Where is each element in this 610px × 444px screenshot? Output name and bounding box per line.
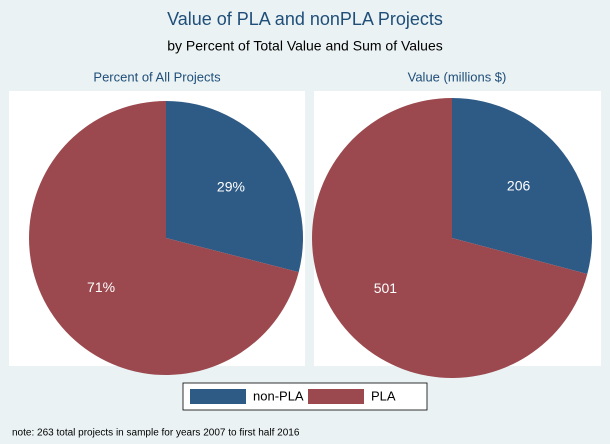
note: note: 263 total projects in sample for y… bbox=[12, 428, 300, 439]
legend-swatch bbox=[190, 389, 246, 404]
legend-label: PLA bbox=[371, 388, 396, 403]
legend-label: non-PLA bbox=[253, 388, 304, 403]
legend-swatch bbox=[308, 389, 364, 404]
chart-title: Value of PLA and nonPLA Projects bbox=[167, 9, 443, 29]
data-label: 501 bbox=[374, 280, 398, 296]
data-label: 29% bbox=[217, 178, 245, 194]
panel-title: Value (millions $) bbox=[408, 69, 507, 84]
pie-slice bbox=[29, 100, 299, 375]
panel-title: Percent of All Projects bbox=[93, 69, 221, 84]
chart-subtitle: by Percent of Total Value and Sum of Val… bbox=[167, 38, 443, 54]
data-label: 71% bbox=[87, 279, 115, 295]
pie-slice bbox=[166, 101, 303, 273]
pie-slice bbox=[452, 98, 592, 274]
data-label: 206 bbox=[507, 178, 531, 194]
pie-slice bbox=[311, 97, 588, 378]
